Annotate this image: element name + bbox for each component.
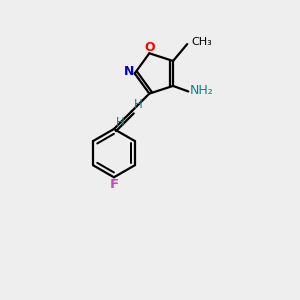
Text: H: H — [116, 116, 125, 129]
Text: O: O — [145, 41, 155, 55]
Text: NH₂: NH₂ — [190, 84, 214, 98]
Text: N: N — [124, 64, 135, 78]
Text: CH₃: CH₃ — [192, 37, 212, 47]
Text: H: H — [134, 98, 143, 111]
Text: F: F — [110, 178, 118, 191]
